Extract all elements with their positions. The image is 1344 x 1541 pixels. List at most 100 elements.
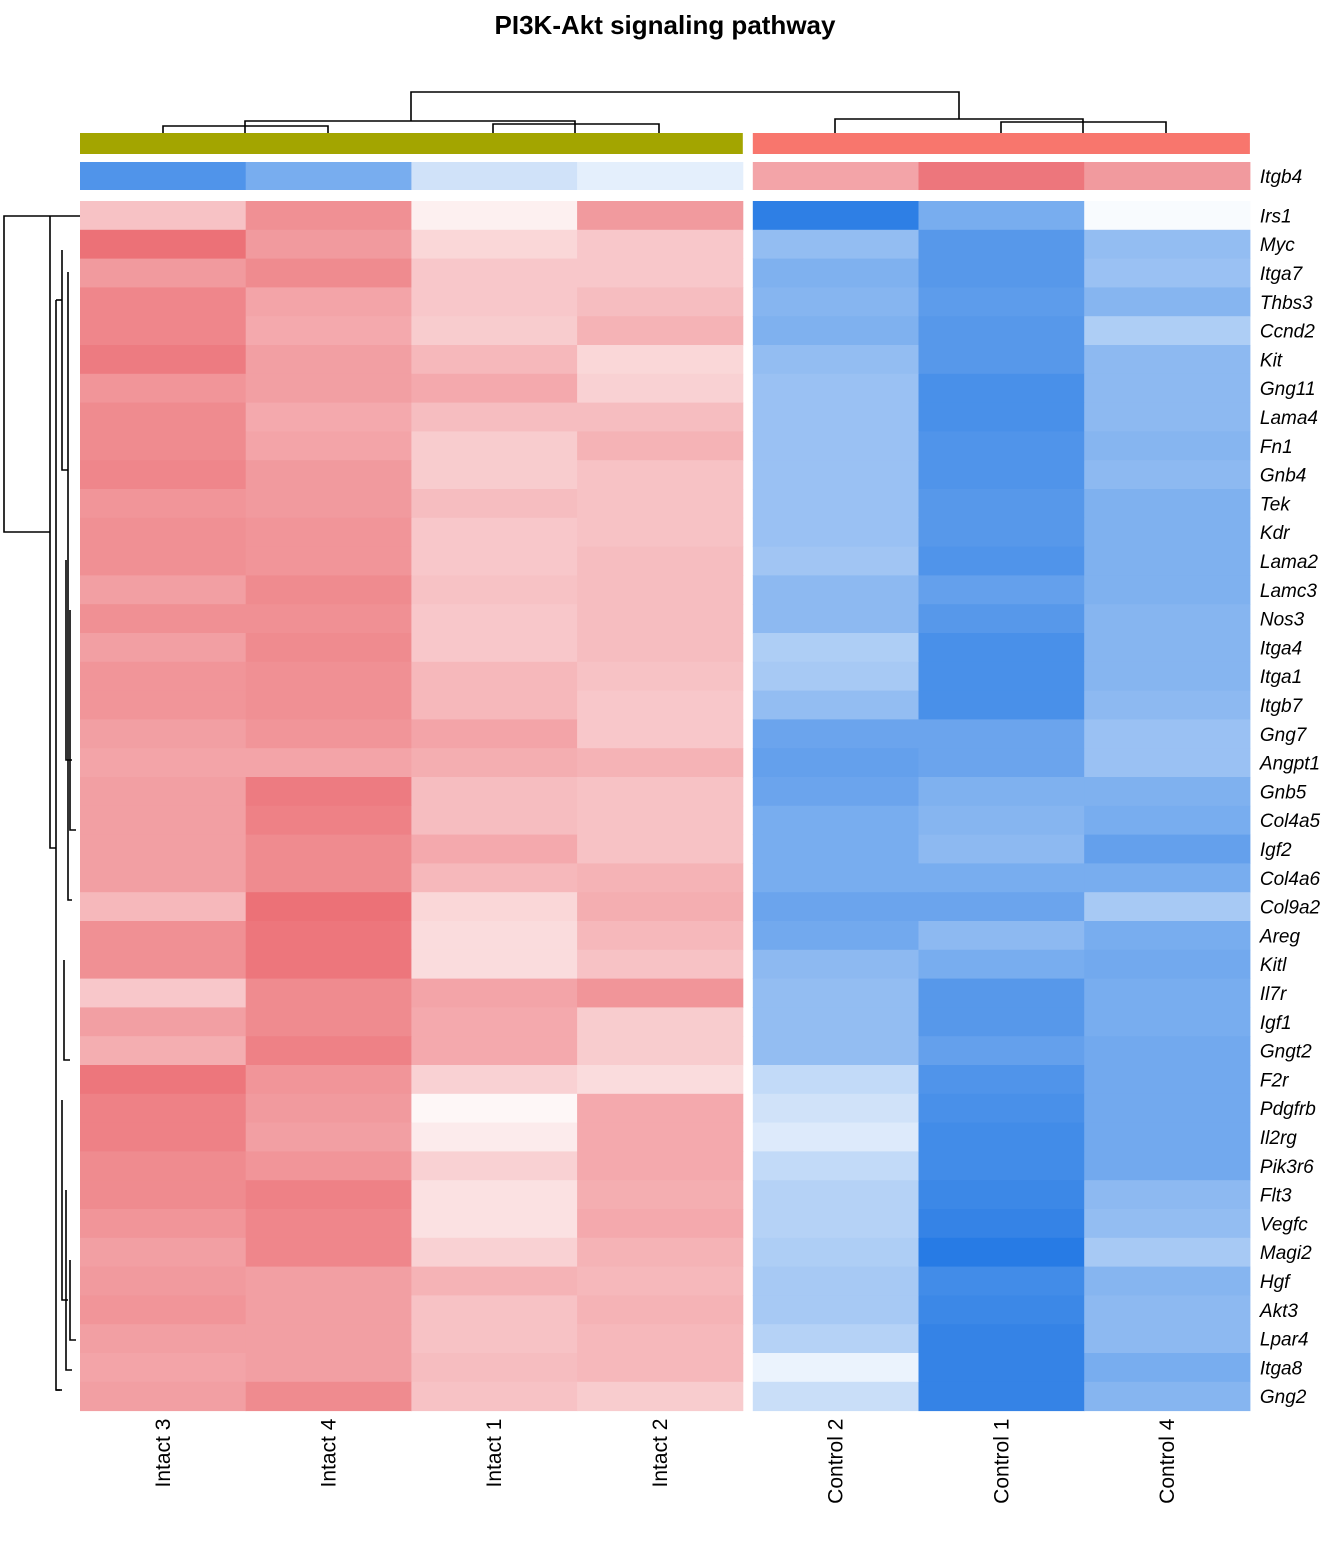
heatmap-cell [752, 949, 919, 980]
column-label: Intact 1 [483, 1419, 506, 1488]
row-label: Itga7 [1260, 264, 1304, 285]
heatmap-cell [245, 402, 412, 432]
heatmap-cell [918, 604, 1085, 634]
heatmap-cell [1084, 1237, 1251, 1268]
heatmap-cell [577, 1237, 744, 1268]
heatmap-cell [752, 431, 919, 461]
heatmap-cell [1084, 921, 1251, 951]
heatmap-cell [245, 373, 412, 404]
row-label: Magi2 [1260, 1243, 1312, 1264]
heatmap-cell [752, 690, 919, 720]
heatmap-cell [80, 345, 247, 375]
heatmap-cell [577, 661, 744, 692]
row-label: Lpar4 [1260, 1330, 1309, 1351]
heatmap-cell [918, 1122, 1085, 1152]
heatmap-cell [577, 949, 744, 980]
heatmap-cell [577, 1065, 744, 1095]
heatmap-cell [411, 1381, 578, 1412]
heatmap-cell [577, 575, 744, 605]
heatmap-cell [245, 489, 412, 519]
chart-title: PI3K-Akt signaling pathway [495, 10, 836, 40]
heatmap-cell [411, 863, 578, 893]
heatmap-cell [411, 834, 578, 864]
heatmap-cell [80, 690, 247, 720]
heatmap-cell [411, 921, 578, 951]
heatmap-cell [411, 690, 578, 720]
heatmap-cell [752, 258, 919, 288]
heatmap-cell [752, 517, 919, 548]
heatmap-cell [245, 748, 412, 778]
heatmap-cell [80, 460, 247, 490]
annotation-cell [80, 162, 247, 190]
heatmap-cell [918, 460, 1085, 490]
heatmap-cell [577, 546, 744, 576]
heatmap-cell [918, 719, 1085, 749]
row-label: Gnb5 [1260, 782, 1307, 803]
heatmap-cell [1084, 287, 1251, 317]
column-labels: Intact 3 Intact 4 Intact 1 Intact 2 Control … [152, 1418, 1179, 1504]
heatmap-cell [1084, 892, 1251, 922]
heatmap-cell [411, 1353, 578, 1383]
heatmap-cell [1084, 1036, 1251, 1066]
heatmap-cell [577, 402, 744, 432]
heatmap-cell [1084, 489, 1251, 519]
heatmap-cell [80, 777, 247, 807]
heatmap-cell [245, 258, 412, 288]
heatmap-cell [1084, 834, 1251, 864]
heatmap-cell [918, 201, 1085, 231]
row-label: Hgf [1260, 1272, 1291, 1293]
heatmap-cell [577, 690, 744, 720]
heatmap-cell [1084, 805, 1251, 836]
heatmap-cell [577, 373, 744, 404]
row-label: Gng2 [1260, 1387, 1307, 1408]
heatmap-cell [1084, 1180, 1251, 1210]
heatmap-cell [918, 921, 1085, 951]
heatmap-cell [411, 978, 578, 1008]
heatmap-cell [1084, 460, 1251, 490]
heatmap-cell [80, 489, 247, 519]
heatmap-cell [245, 517, 412, 548]
heatmap-cell [918, 1209, 1085, 1239]
row-label: Areg [1259, 926, 1301, 947]
heatmap-cell [411, 1036, 578, 1066]
row-label: Itga8 [1260, 1358, 1303, 1379]
heatmap-cell [245, 892, 412, 922]
heatmap-cell [918, 863, 1085, 893]
row-label: Col4a5 [1260, 811, 1321, 832]
heatmap-cell [80, 892, 247, 922]
heatmap-cell [80, 1324, 247, 1354]
heatmap-cell [80, 719, 247, 749]
heatmap-cell [577, 978, 744, 1008]
row-label: Pdgfrb [1260, 1099, 1316, 1120]
heatmap-cell [752, 1036, 919, 1066]
heatmap-cell [577, 921, 744, 951]
heatmap-cell [577, 489, 744, 519]
heatmap-cell [918, 575, 1085, 605]
heatmap-cell [245, 287, 412, 317]
heatmap-cell [577, 1266, 744, 1296]
heatmap-cell [245, 345, 412, 375]
heatmap-cell [245, 604, 412, 634]
heatmap-cell [918, 633, 1085, 663]
row-label: Col4a6 [1260, 869, 1321, 890]
heatmap-cell [245, 921, 412, 951]
row-label: Thbs3 [1260, 293, 1313, 314]
heatmap-cell [918, 690, 1085, 720]
heatmap-cell [1084, 1353, 1251, 1383]
heatmap-cell [577, 316, 744, 346]
heatmap-cell [577, 633, 744, 663]
heatmap-cell [245, 1381, 412, 1412]
heatmap-cell [411, 316, 578, 346]
row-label: Fn1 [1260, 437, 1293, 458]
heatmap-cell [80, 633, 247, 663]
heatmap-cell [411, 546, 578, 576]
heatmap-cell [245, 777, 412, 807]
heatmap-cell [1084, 719, 1251, 749]
heatmap-cell [80, 748, 247, 778]
heatmap-cell [752, 575, 919, 605]
heatmap-cell [80, 229, 247, 260]
heatmap-cell [80, 1353, 247, 1383]
heatmap-cell [411, 1093, 578, 1124]
heatmap-cell [411, 1209, 578, 1239]
heatmap-cell [80, 1036, 247, 1066]
